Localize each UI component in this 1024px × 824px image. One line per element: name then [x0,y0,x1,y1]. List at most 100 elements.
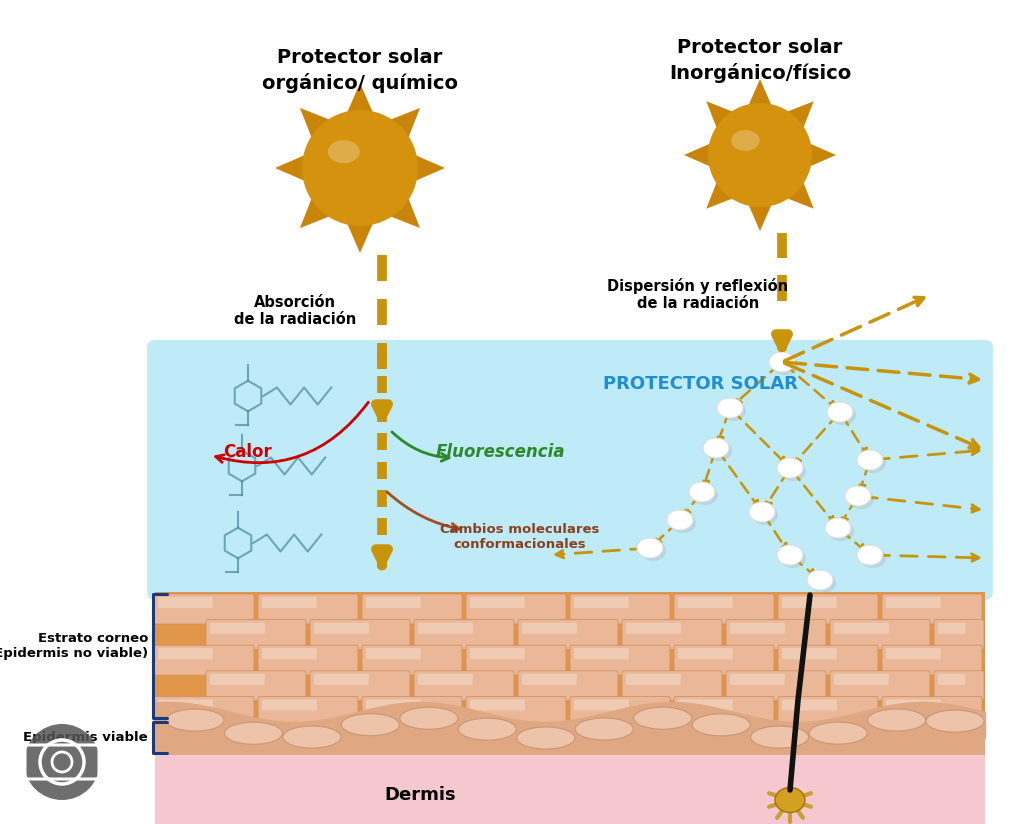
FancyBboxPatch shape [366,700,421,710]
Text: Dermis: Dermis [384,786,456,804]
FancyBboxPatch shape [414,671,514,700]
Text: Absorción
de la radiación: Absorción de la radiación [233,295,356,327]
FancyBboxPatch shape [730,674,784,685]
Ellipse shape [849,488,857,494]
Ellipse shape [328,140,359,163]
FancyBboxPatch shape [262,648,316,659]
Polygon shape [382,108,420,146]
Bar [155,720,985,755]
Ellipse shape [848,489,874,509]
Ellipse shape [717,398,743,418]
Text: Protector solar
Inorgánico/físico: Protector solar Inorgánico/físico [669,38,851,83]
Ellipse shape [283,726,341,748]
Ellipse shape [830,405,856,425]
Polygon shape [803,140,836,170]
Ellipse shape [692,714,751,736]
Ellipse shape [860,452,869,458]
Ellipse shape [637,538,663,558]
FancyBboxPatch shape [470,700,524,710]
FancyBboxPatch shape [366,597,421,608]
Ellipse shape [780,461,806,481]
FancyBboxPatch shape [466,645,566,675]
FancyBboxPatch shape [674,645,774,675]
Text: Fluorescencia: Fluorescencia [435,443,565,461]
Text: Dispersión y reflexión
de la radiación: Dispersión y reflexión de la radiación [607,278,788,311]
Polygon shape [344,216,376,253]
Ellipse shape [689,482,715,502]
FancyBboxPatch shape [470,648,524,659]
FancyBboxPatch shape [158,597,213,608]
Ellipse shape [224,723,283,744]
FancyBboxPatch shape [726,620,826,649]
Ellipse shape [825,518,851,538]
FancyBboxPatch shape [570,594,670,624]
Ellipse shape [752,505,778,525]
Ellipse shape [640,541,666,561]
Ellipse shape [692,485,718,505]
FancyBboxPatch shape [626,674,681,685]
FancyBboxPatch shape [522,674,577,685]
Text: Protector solar
orgánico/ químico: Protector solar orgánico/ químico [262,48,458,93]
FancyBboxPatch shape [418,674,473,685]
Ellipse shape [827,402,853,422]
Polygon shape [745,198,774,231]
FancyBboxPatch shape [258,645,358,675]
Polygon shape [707,101,740,135]
FancyBboxPatch shape [154,594,254,624]
FancyBboxPatch shape [934,620,984,649]
FancyBboxPatch shape [158,700,213,710]
FancyBboxPatch shape [158,648,213,659]
FancyBboxPatch shape [622,620,722,649]
Text: PROTECTOR SOLAR: PROTECTOR SOLAR [602,375,798,393]
FancyBboxPatch shape [522,623,577,634]
FancyBboxPatch shape [154,645,254,675]
FancyBboxPatch shape [518,671,618,700]
Ellipse shape [459,719,516,740]
FancyBboxPatch shape [678,597,733,608]
Ellipse shape [775,788,805,812]
Ellipse shape [777,458,803,478]
Ellipse shape [166,709,224,731]
FancyBboxPatch shape [882,696,982,727]
Ellipse shape [830,404,840,410]
Polygon shape [408,152,445,185]
Ellipse shape [634,707,691,729]
Ellipse shape [517,727,574,749]
Ellipse shape [575,718,633,740]
FancyBboxPatch shape [414,620,514,649]
FancyBboxPatch shape [626,623,681,634]
FancyBboxPatch shape [674,696,774,727]
FancyBboxPatch shape [570,696,670,727]
FancyBboxPatch shape [938,623,966,634]
Ellipse shape [720,401,746,421]
Polygon shape [300,108,338,146]
Text: Cambios moleculares
conformacionales: Cambios moleculares conformacionales [440,523,600,551]
FancyBboxPatch shape [310,620,410,649]
FancyBboxPatch shape [310,671,410,700]
FancyBboxPatch shape [574,597,629,608]
FancyBboxPatch shape [262,597,316,608]
Ellipse shape [780,548,806,568]
Text: Estrato corneo
(Epidermis no viable): Estrato corneo (Epidermis no viable) [0,632,148,660]
Ellipse shape [769,352,795,372]
Ellipse shape [721,400,729,406]
FancyBboxPatch shape [778,696,878,727]
Circle shape [708,103,812,207]
FancyBboxPatch shape [206,671,306,700]
FancyBboxPatch shape [466,594,566,624]
Bar [155,592,985,720]
FancyBboxPatch shape [782,648,837,659]
Ellipse shape [670,513,696,533]
Polygon shape [684,140,718,170]
FancyBboxPatch shape [782,597,837,608]
Text: Epidermis viable: Epidermis viable [24,731,148,744]
FancyBboxPatch shape [262,700,316,710]
Ellipse shape [753,503,762,511]
Ellipse shape [810,573,836,593]
Polygon shape [745,79,774,112]
FancyBboxPatch shape [678,648,733,659]
FancyBboxPatch shape [258,594,358,624]
FancyBboxPatch shape [778,594,878,624]
Ellipse shape [341,714,399,736]
FancyBboxPatch shape [830,620,930,649]
